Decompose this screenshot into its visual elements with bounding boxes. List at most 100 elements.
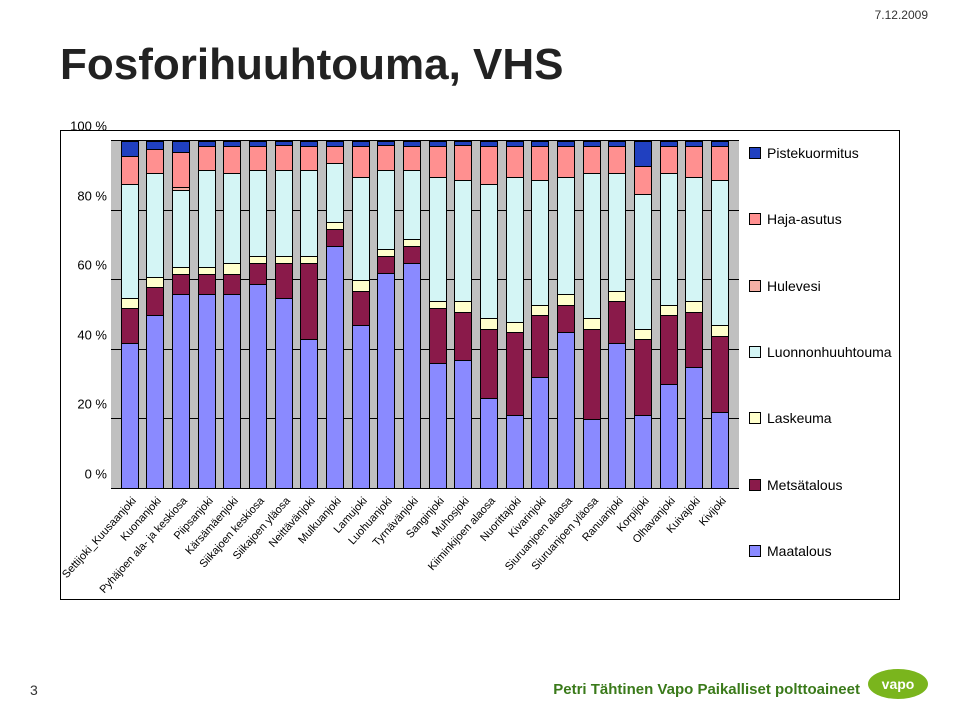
bar-segment-metsatalous (430, 308, 446, 363)
bar-segment-luonnonhuuhtouma (532, 180, 548, 305)
bar-segment-metsatalous (122, 308, 138, 343)
bar (711, 141, 729, 489)
bar-segment-maatalous (635, 415, 651, 488)
bar-segment-luonnonhuuhtouma (199, 170, 215, 267)
bar-segment-maatalous (584, 419, 600, 488)
bar (326, 141, 344, 489)
bar-segment-haja_asutus (173, 152, 189, 187)
bar-segment-laskeuma (147, 277, 163, 287)
bar-segment-laskeuma (327, 222, 343, 229)
bar-segment-haja_asutus (430, 146, 446, 177)
bar-segment-haja_asutus (507, 146, 523, 177)
bar (685, 141, 703, 489)
bar-segment-maatalous (532, 377, 548, 488)
bar (454, 141, 472, 489)
bar-segment-maatalous (430, 363, 446, 488)
x-label: Ranuanjoki (608, 491, 626, 599)
vapo-logo: vapo (866, 667, 930, 706)
y-tick-label: 20 % (61, 397, 107, 412)
bar (506, 141, 524, 489)
bar (429, 141, 447, 489)
legend-swatch (749, 280, 761, 292)
footer-text: Petri Tähtinen Vapo Paikalliset polttoai… (553, 681, 860, 698)
bar-segment-metsatalous (635, 339, 651, 415)
legend-item-hulevesi: Hulevesi (749, 278, 889, 294)
bar-segment-maatalous (199, 294, 215, 488)
legend-label: Metsätalous (767, 477, 842, 493)
bar-segment-luonnonhuuhtouma (301, 170, 317, 257)
bar-segment-metsatalous (224, 274, 240, 295)
bar-segment-metsatalous (301, 263, 317, 339)
bar-segment-laskeuma (404, 239, 420, 246)
legend-label: Haja-asutus (767, 211, 842, 227)
bar-segment-haja_asutus (686, 146, 702, 177)
bar-segment-maatalous (147, 315, 163, 488)
bar-segment-pistekuormitus (122, 142, 138, 156)
bar-segment-laskeuma (173, 267, 189, 274)
bar-segment-luonnonhuuhtouma (712, 180, 728, 325)
bar-segment-haja_asutus (404, 146, 420, 170)
bar-segment-maatalous (276, 298, 292, 488)
bar-segment-metsatalous (276, 263, 292, 298)
bar (146, 141, 164, 489)
bar-segment-maatalous (404, 263, 420, 488)
legend-swatch (749, 479, 761, 491)
legend-item-metsatalous: Metsätalous (749, 477, 889, 493)
bar-segment-maatalous (301, 339, 317, 488)
bar-segment-luonnonhuuhtouma (122, 184, 138, 298)
bar-segment-laskeuma (558, 294, 574, 304)
y-tick-label: 0 % (61, 467, 107, 482)
bar-segment-laskeuma (584, 318, 600, 328)
logo-text: vapo (882, 676, 915, 692)
bar-segment-luonnonhuuhtouma (147, 173, 163, 277)
bar-segment-metsatalous (327, 229, 343, 246)
bar-segment-laskeuma (661, 305, 677, 315)
bar-segment-metsatalous (147, 287, 163, 315)
bar-segment-maatalous (455, 360, 471, 488)
bar-segment-metsatalous (455, 312, 471, 360)
legend-swatch (749, 147, 761, 159)
x-label: Korpijoki (634, 491, 652, 599)
bar (583, 141, 601, 489)
bar (198, 141, 216, 489)
bar-segment-haja_asutus (147, 149, 163, 173)
bar-segment-luonnonhuuhtouma (404, 170, 420, 239)
bar (172, 141, 190, 489)
legend-label: Luonnonhuuhtouma (767, 344, 892, 360)
bar-segment-metsatalous (378, 256, 394, 273)
bar-segment-haja_asutus (661, 146, 677, 174)
y-tick-label: 40 % (61, 327, 107, 342)
bar (557, 141, 575, 489)
bar-segment-haja_asutus (122, 156, 138, 184)
bar-segment-haja_asutus (199, 146, 215, 170)
bar-segment-haja_asutus (224, 146, 240, 174)
bar-segment-luonnonhuuhtouma (276, 170, 292, 257)
bar-segment-metsatalous (558, 305, 574, 333)
bar-segment-laskeuma (301, 256, 317, 263)
plot-area: Settijoki_KuusaanjokiKuonanjokiPyhäjoen … (61, 131, 739, 599)
footer: 3 Petri Tähtinen Vapo Paikalliset poltto… (0, 681, 960, 698)
bar-segment-laskeuma (507, 322, 523, 332)
bar-segment-laskeuma (712, 325, 728, 335)
bar-segment-laskeuma (686, 301, 702, 311)
bar-segment-luonnonhuuhtouma (327, 163, 343, 222)
legend-label: Hulevesi (767, 278, 821, 294)
x-labels: Settijoki_KuusaanjokiKuonanjokiPyhäjoen … (111, 491, 739, 599)
x-label: Siuruanjoen yläosa (583, 491, 601, 599)
bar-segment-haja_asutus (712, 146, 728, 181)
bar-segment-pistekuormitus (635, 142, 651, 166)
bar-segment-maatalous (250, 284, 266, 488)
bar-segment-luonnonhuuhtouma (507, 177, 523, 322)
x-label: Kiiminkijoen alaosa (480, 491, 498, 599)
bar-segment-haja_asutus (558, 146, 574, 177)
bars-area (111, 141, 739, 489)
legend-item-luonnonhuuhtouma: Luonnonhuuhtouma (749, 344, 889, 360)
bar-segment-maatalous (558, 332, 574, 488)
bar-segment-luonnonhuuhtouma (224, 173, 240, 263)
bar-segment-metsatalous (609, 301, 625, 343)
bar-segment-metsatalous (481, 329, 497, 398)
bar-segment-haja_asutus (584, 146, 600, 174)
bar-segment-laskeuma (481, 318, 497, 328)
bar-segment-luonnonhuuhtouma (635, 194, 651, 329)
bar (249, 141, 267, 489)
